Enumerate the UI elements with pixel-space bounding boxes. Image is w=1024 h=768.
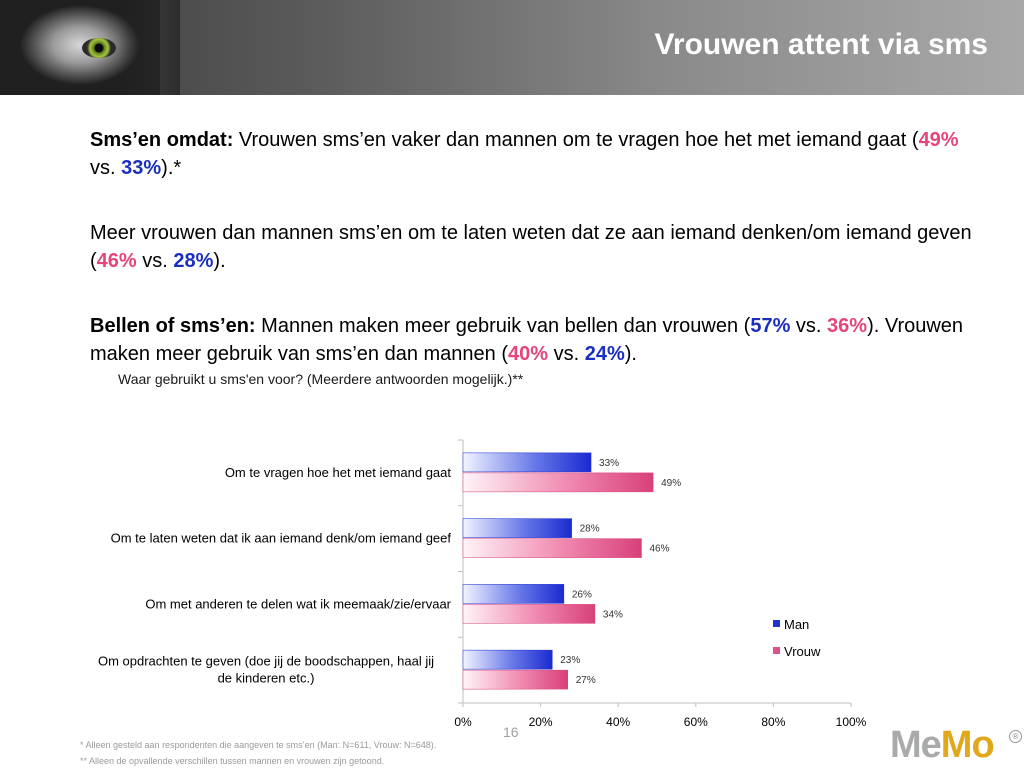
paragraph-end: ).* bbox=[161, 157, 182, 179]
category-label: Om met anderen te delen wat ik meemaak/z… bbox=[145, 596, 451, 611]
value-man: 28% bbox=[173, 250, 214, 272]
paragraph-text: ). Vrouwen maken meer gebruik van sms’en… bbox=[90, 315, 964, 365]
logo-part-mo: Mo bbox=[940, 724, 995, 766]
legend-label: Man bbox=[784, 617, 809, 632]
paragraph-end: ). bbox=[624, 343, 637, 365]
data-label: 26% bbox=[572, 589, 592, 600]
legend-swatch-vrouw bbox=[773, 647, 780, 654]
x-tick-label: 100% bbox=[836, 715, 867, 729]
x-tick-label: 0% bbox=[454, 715, 472, 729]
x-tick-label: 60% bbox=[684, 715, 708, 729]
legend-label: Vrouw bbox=[784, 644, 821, 659]
survey-question: Waar gebruikt u sms'en voor? (Meerdere a… bbox=[118, 371, 524, 387]
photo-fade bbox=[120, 0, 180, 95]
value-man: 57% bbox=[750, 315, 791, 337]
paragraph-lead: Sms’en omdat: bbox=[90, 129, 234, 151]
footnote-2: ** Alleen de opvallende verschillen tuss… bbox=[80, 756, 385, 766]
value-vrouw: 46% bbox=[96, 250, 137, 272]
logo-part-me: Me bbox=[890, 724, 942, 766]
data-label: 34% bbox=[603, 609, 623, 620]
x-tick-label: 20% bbox=[529, 715, 553, 729]
paragraph-end: ). bbox=[213, 250, 226, 272]
value-vrouw: 36% bbox=[827, 315, 868, 337]
bar-man bbox=[462, 452, 592, 473]
data-label: 27% bbox=[576, 675, 596, 686]
page-title: Vrouwen attent via sms bbox=[654, 28, 988, 61]
x-tick-label: 80% bbox=[761, 715, 785, 729]
bar-vrouw bbox=[462, 604, 596, 624]
value-vrouw: 49% bbox=[918, 129, 959, 151]
data-label: 23% bbox=[560, 655, 580, 666]
bar-vrouw bbox=[462, 538, 642, 558]
paragraph-bellen: Bellen of sms’en: Mannen maken meer gebr… bbox=[90, 312, 980, 368]
value-vrouw: 40% bbox=[508, 343, 549, 365]
x-tick-label: 40% bbox=[606, 715, 630, 729]
data-label: 46% bbox=[649, 544, 669, 555]
paragraph-text: Meer vrouwen dan mannen sms’en om te lat… bbox=[90, 222, 972, 272]
data-label: 49% bbox=[661, 478, 681, 489]
body-text: Sms’en omdat: Vrouwen sms’en vaker dan m… bbox=[90, 126, 980, 405]
memo-logo: MeMo bbox=[890, 724, 995, 767]
footnote-1: * Alleen gesteld aan respondenten die aa… bbox=[80, 740, 437, 750]
legend-swatch-man bbox=[773, 620, 780, 627]
category-label: Om opdrachten te geven (doe jij de boods… bbox=[98, 654, 434, 669]
paragraph-sms-omdat: Sms’en omdat: Vrouwen sms’en vaker dan m… bbox=[90, 126, 980, 182]
header-banner: Vrouwen attent via sms bbox=[0, 0, 1024, 95]
bar-man bbox=[462, 649, 553, 670]
data-label: 28% bbox=[580, 524, 600, 535]
value-man: 33% bbox=[121, 157, 162, 179]
paragraph-text: Vrouwen sms’en vaker dan mannen om te vr… bbox=[233, 129, 919, 151]
bar-man bbox=[462, 584, 565, 604]
category-label: Om te laten weten dat ik aan iemand denk… bbox=[111, 531, 452, 546]
registered-mark-icon: ® bbox=[1009, 730, 1022, 743]
bar-vrouw bbox=[462, 669, 569, 690]
vs-text: vs. bbox=[136, 250, 174, 272]
bar-vrouw bbox=[462, 472, 654, 493]
category-label: Om te vragen hoe het met iemand gaat bbox=[225, 465, 452, 480]
paragraph-text: Mannen maken meer gebruik van bellen dan… bbox=[255, 315, 751, 337]
category-label: de kinderen etc.) bbox=[218, 671, 315, 686]
value-man: 24% bbox=[584, 343, 625, 365]
vs-text: vs. bbox=[548, 343, 585, 365]
bar-man bbox=[462, 518, 572, 538]
paragraph-lead: Bellen of sms’en: bbox=[90, 315, 256, 337]
vs-text: vs. bbox=[90, 157, 122, 179]
paragraph-denken: Meer vrouwen dan mannen sms’en om te lat… bbox=[90, 219, 980, 275]
eye-icon bbox=[82, 38, 116, 58]
data-label: 33% bbox=[599, 458, 619, 469]
vs-text: vs. bbox=[790, 315, 828, 337]
page-number: 16 bbox=[503, 724, 519, 740]
